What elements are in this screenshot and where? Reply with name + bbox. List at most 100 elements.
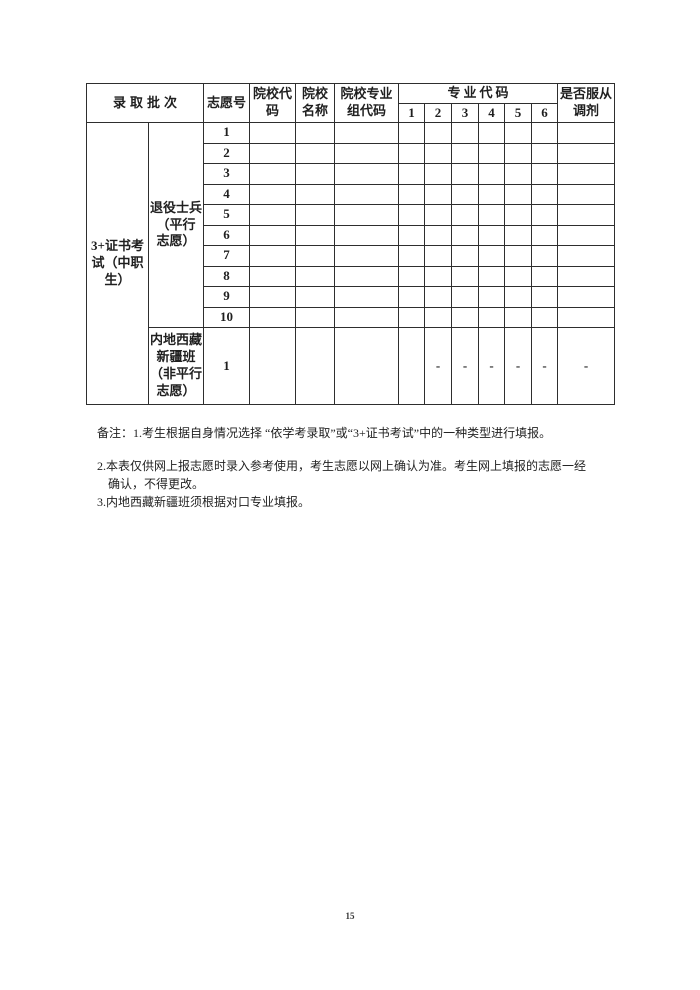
major-code-cell xyxy=(398,306,425,328)
college-name-cell xyxy=(295,245,335,267)
major-code-cell xyxy=(424,245,452,267)
college-code-cell xyxy=(249,286,296,308)
major-code-cell xyxy=(451,265,479,287)
major-code-cell xyxy=(398,142,425,164)
adjustment-cell xyxy=(557,224,615,246)
major-code-cell xyxy=(478,224,505,246)
group-code-cell xyxy=(334,327,399,405)
major-code-cell xyxy=(451,183,479,205)
college-code-cell xyxy=(249,306,296,328)
volunteer-no-cell: 5 xyxy=(203,204,250,226)
adjustment-cell xyxy=(557,306,615,328)
adjustment-cell xyxy=(557,204,615,226)
major-code-cell xyxy=(504,224,532,246)
header-major-col-1: 1 xyxy=(398,103,425,123)
major-code-cell xyxy=(424,306,452,328)
college-name-cell xyxy=(295,163,335,185)
major-code-cell xyxy=(424,286,452,308)
major-code-cell xyxy=(504,286,532,308)
volunteer-no-cell: 1 xyxy=(203,122,250,144)
major-code-cell xyxy=(451,286,479,308)
major-code-cell xyxy=(478,183,505,205)
major-code-cell xyxy=(531,142,558,164)
group-code-cell xyxy=(334,204,399,226)
major-code-cell xyxy=(531,286,558,308)
volunteer-form-table: 录取批次 志愿号 院校代 码 院校 名称 院校专业 组代码 专业代码 是否服从 … xyxy=(86,83,615,405)
college-name-cell xyxy=(295,306,335,328)
volunteer-no-cell: 7 xyxy=(203,245,250,267)
major-code-cell xyxy=(398,122,425,144)
major-code-cell xyxy=(398,265,425,287)
major-code-cell xyxy=(424,183,452,205)
major-code-cell xyxy=(504,306,532,328)
header-volunteer-no: 志愿号 xyxy=(203,83,250,123)
major-code-cell xyxy=(424,142,452,164)
group-code-cell xyxy=(334,306,399,328)
college-code-cell xyxy=(249,122,296,144)
batch-label-exam-type: 3+证书考 试（中职 生） xyxy=(86,122,149,405)
major-code-cell xyxy=(398,183,425,205)
major-code-cell xyxy=(531,245,558,267)
batch-label-tibet-xinjiang: 内地西藏 新疆班 （非平行 志愿） xyxy=(148,327,204,405)
college-code-cell xyxy=(249,265,296,287)
header-adjustment: 是否服从 调剂 xyxy=(557,83,615,123)
header-major-col-3: 3 xyxy=(451,103,479,123)
major-code-cell xyxy=(504,142,532,164)
major-code-cell xyxy=(478,286,505,308)
footnote-label: 备注： xyxy=(97,426,134,440)
major-code-cell xyxy=(531,163,558,185)
header-admission-batch: 录取批次 xyxy=(86,83,204,123)
major-code-cell xyxy=(504,163,532,185)
header-major-col-6: 6 xyxy=(531,103,558,123)
header-college-code: 院校代 码 xyxy=(249,83,296,123)
college-name-cell xyxy=(295,204,335,226)
footnote-2: 2.本表仅供网上报志愿时录入参考使用，考生志愿以网上确认为准。考生网上填报的志愿… xyxy=(97,457,637,493)
major-code-cell xyxy=(531,204,558,226)
college-name-cell xyxy=(295,265,335,287)
major-code-cell xyxy=(504,122,532,144)
adjustment-cell xyxy=(557,245,615,267)
group-code-cell xyxy=(334,122,399,144)
major-code-cell xyxy=(398,224,425,246)
header-college-name: 院校 名称 xyxy=(295,83,335,123)
major-code-cell xyxy=(424,224,452,246)
major-code-cell xyxy=(451,245,479,267)
major-code-cell xyxy=(504,183,532,205)
major-code-cell xyxy=(478,306,505,328)
group-code-cell xyxy=(334,183,399,205)
page-number: 15 xyxy=(345,911,355,921)
group-code-cell xyxy=(334,265,399,287)
major-code-cell xyxy=(531,224,558,246)
footnote-2-line1: 2.本表仅供网上报志愿时录入参考使用，考生志愿以网上确认为准。考生网上填报的志愿… xyxy=(97,459,587,473)
group-code-cell xyxy=(334,142,399,164)
major-code-cell xyxy=(398,245,425,267)
footnote-3: 3.内地西藏新疆班须根据对口专业填报。 xyxy=(97,495,311,509)
major-code-cell xyxy=(424,204,452,226)
adjustment-dash-cell: - xyxy=(557,327,615,405)
group-code-cell xyxy=(334,245,399,267)
college-code-cell xyxy=(249,327,296,405)
volunteer-no-cell: 9 xyxy=(203,286,250,308)
major-code-cell xyxy=(478,122,505,144)
volunteer-no-cell: 1 xyxy=(203,327,250,405)
major-code-cell xyxy=(478,142,505,164)
adjustment-cell xyxy=(557,142,615,164)
major-code-cell xyxy=(451,142,479,164)
adjustment-cell xyxy=(557,163,615,185)
college-name-cell xyxy=(295,122,335,144)
adjustment-cell xyxy=(557,183,615,205)
footnotes: 备注： 1.考生根据自身情况选择 “依学考录取”或“3+证书考试”中的一种类型进… xyxy=(97,424,637,511)
batch-label-veteran: 退役士兵 （平行 志愿） xyxy=(148,122,204,328)
group-code-cell xyxy=(334,224,399,246)
header-major-col-4: 4 xyxy=(478,103,505,123)
major-code-dash-cell: - xyxy=(424,327,452,405)
major-code-cell xyxy=(451,224,479,246)
adjustment-cell xyxy=(557,265,615,287)
header-major-col-5: 5 xyxy=(504,103,532,123)
major-code-cell xyxy=(504,245,532,267)
major-code-cell xyxy=(398,286,425,308)
header-group-code: 院校专业 组代码 xyxy=(334,83,399,123)
header-major-code: 专业代码 xyxy=(398,83,558,104)
volunteer-no-cell: 2 xyxy=(203,142,250,164)
volunteer-no-cell: 6 xyxy=(203,224,250,246)
